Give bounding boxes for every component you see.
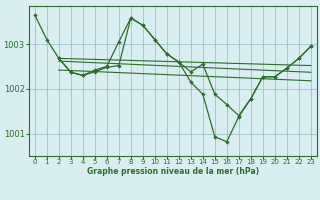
X-axis label: Graphe pression niveau de la mer (hPa): Graphe pression niveau de la mer (hPa)	[87, 167, 259, 176]
